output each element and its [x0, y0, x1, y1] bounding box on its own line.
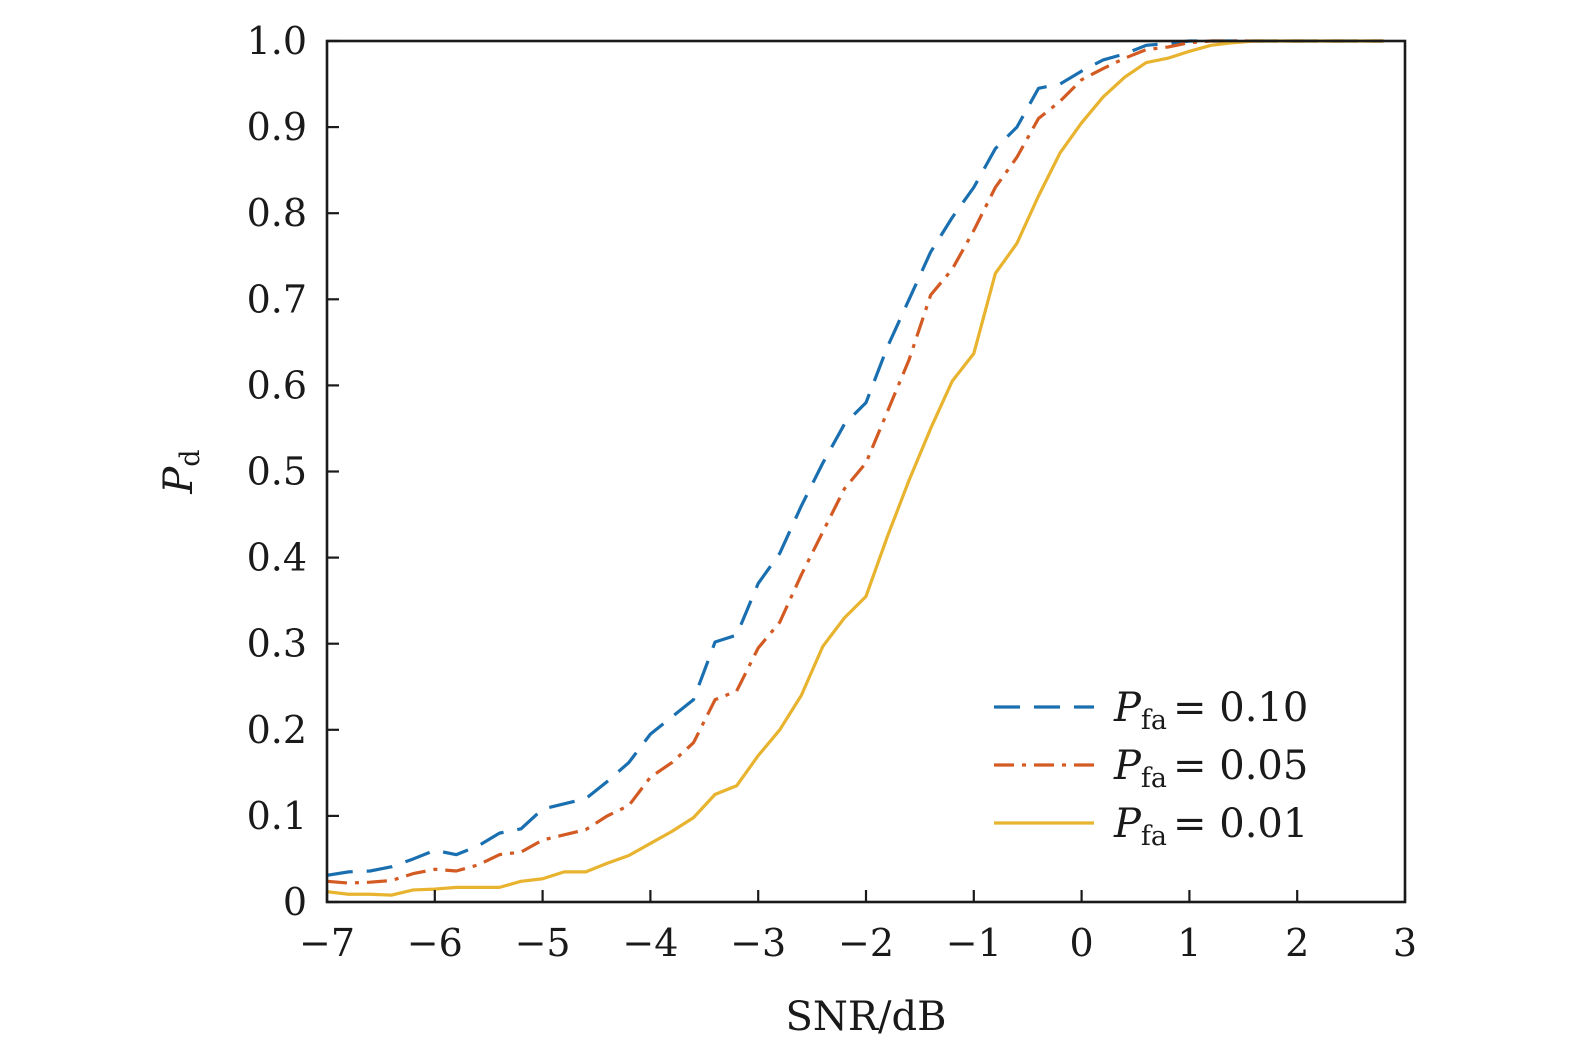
- y-tick-label: 0.3: [247, 622, 307, 666]
- y-tick-label: 0.5: [247, 450, 307, 494]
- y-tick-label: 0: [283, 880, 307, 924]
- y-tick-label: 0.9: [247, 105, 307, 149]
- legend-label-1: Pfa = 0.10: [1113, 685, 1308, 736]
- x-tick-label: 0: [1070, 921, 1094, 965]
- x-tick-label: 1: [1177, 921, 1201, 965]
- y-tick-label: 0.4: [247, 536, 307, 580]
- x-tick-label: 3: [1393, 921, 1417, 965]
- y-tick-label: 0.1: [247, 794, 307, 838]
- series-line-1: [326, 39, 1384, 877]
- y-axis-label: Pd: [156, 449, 206, 494]
- series-line-3: [326, 39, 1384, 897]
- x-tick-label: −1: [946, 921, 1002, 965]
- y-tick-label: 0.2: [247, 708, 307, 752]
- x-tick-label: −2: [838, 921, 894, 965]
- x-tick-label: −3: [730, 921, 786, 965]
- x-tick-label: −5: [515, 921, 571, 965]
- legend-label-3: Pfa = 0.01: [1113, 801, 1308, 852]
- x-tick-label: −4: [622, 921, 678, 965]
- legend-label-2: Pfa = 0.05: [1113, 743, 1308, 794]
- x-axis-label: SNR/dB: [786, 994, 947, 1040]
- y-axis-label-main: P: [156, 466, 202, 495]
- legend: Pfa = 0.10 Pfa = 0.05 Pfa = 0.01: [994, 685, 1308, 852]
- y-tick-label: 0.7: [247, 277, 307, 321]
- y-axis-label-sub: d: [175, 449, 206, 466]
- y-tick-label: 1.0: [247, 19, 307, 63]
- y-tick-label: 0.6: [247, 363, 307, 407]
- x-tick-label: −6: [407, 921, 463, 965]
- y-axis-ticks: 0 0.1 0.2 0.3 0.4 0.5 0.6 0.7 0.8 0.9 1.0: [247, 19, 339, 924]
- x-tick-label: −7: [299, 921, 355, 965]
- x-axis-ticks: −7 −6 −5 −4 −3 −2 −1 0 1 2 3: [299, 890, 1417, 965]
- y-tick-label: 0.8: [247, 191, 307, 235]
- x-tick-label: 2: [1285, 921, 1309, 965]
